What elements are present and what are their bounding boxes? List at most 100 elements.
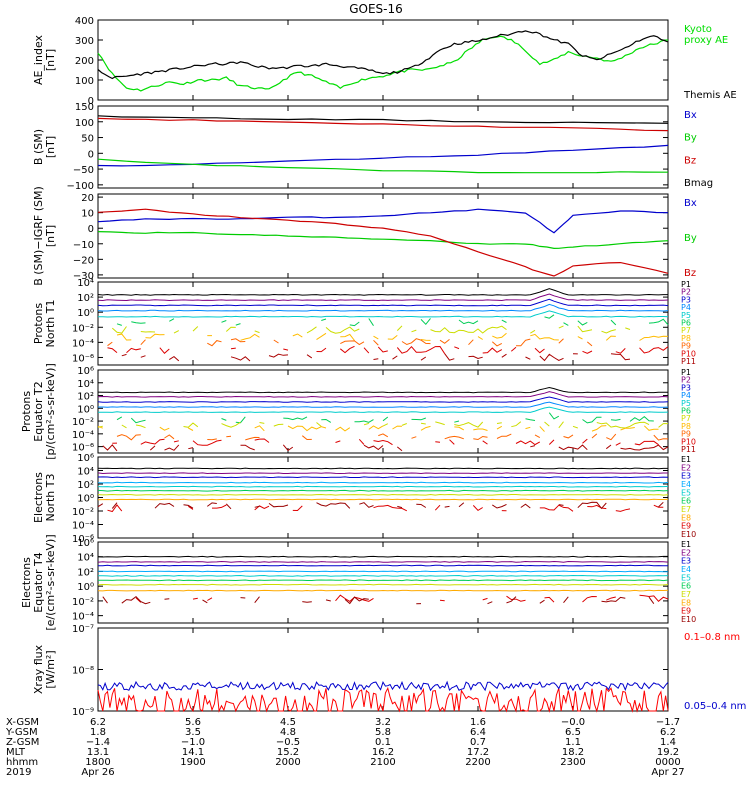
legend-4-7: P8: [681, 422, 691, 431]
series-5-5: [97, 489, 669, 492]
series-4-5: [117, 413, 668, 423]
panel-5-ytick: 10²: [77, 480, 94, 491]
panel-6-ylabel: Equator T4: [32, 552, 45, 612]
xaxis-value: 2000: [275, 757, 300, 768]
panel-2-ylabel: [nT]: [44, 225, 57, 247]
xaxis-value: −1.4: [86, 737, 110, 748]
series-5-2: [97, 476, 669, 479]
panel-5: 10⁶ 10⁴ 10² 10⁰ 10⁻² 10⁻⁴ 10⁻⁶ Electrons North T…: [32, 453, 696, 545]
series-4-10: [102, 444, 669, 452]
xaxis-row-label: 2019: [6, 767, 31, 778]
legend-4-9: P10: [681, 437, 696, 446]
panel-3-ytick: 10²: [77, 293, 94, 304]
series-3-2: [97, 298, 669, 307]
legend-3-0: P1: [681, 280, 691, 289]
legend-7-1: 0.05–0.4 nm: [684, 701, 746, 712]
panel-4-ytick: 10⁻⁴: [72, 430, 94, 441]
panel-4-ylabel: Equator T2: [32, 381, 45, 441]
panel-0-ytick: 400: [75, 16, 94, 27]
panel-5-ytick: 10⁴: [77, 467, 94, 478]
legend-6-8: E9: [681, 607, 691, 616]
legend-4-2: P3: [681, 383, 691, 392]
legend-6-2: E3: [681, 557, 691, 566]
series-5-0: [97, 467, 668, 470]
panel-4-ytick: 10⁰: [77, 404, 94, 415]
series-6-9: [102, 596, 655, 605]
panel-7-ylabel: Xray flux: [32, 644, 45, 694]
panel-6-ylabel: Electrons: [20, 557, 33, 608]
legend-5-6: E7: [681, 505, 691, 514]
panel-1: −100 −50 0 50 100 150 B (SM) [nT] Bx By Bz Bmag: [32, 102, 713, 192]
xaxis-value: 4.5: [280, 717, 296, 728]
xaxis-value: 18.2: [562, 747, 584, 758]
panel-2-ylabel: B (SM)−IGRF (SM): [32, 186, 45, 286]
panel-3: 10⁴ 10² 10⁰ 10⁻² 10⁻⁴ 10⁻⁶ Protons North T1 P1P2…: [32, 278, 696, 366]
legend-6-7: E8: [681, 598, 691, 607]
legend-4-6: P7: [681, 414, 691, 423]
legend-3-1: P2: [681, 288, 691, 297]
series-0-1: [97, 30, 669, 80]
panel-1-ytick: 100: [75, 118, 94, 129]
series-2-1: [97, 231, 669, 250]
panel-1-ytick: 150: [75, 102, 94, 113]
series-3-0: [97, 288, 668, 296]
panel-3-ytick: 10⁻²: [72, 323, 94, 334]
series-3-7: [116, 332, 669, 341]
panel-1-ytick: 0: [88, 149, 94, 160]
panel-2-ytick: −30: [73, 271, 94, 282]
legend-0-1: Themis AE: [683, 90, 737, 101]
panel-6-ytick: 10⁴: [77, 553, 94, 564]
panel-2-ytick: −10: [73, 240, 94, 251]
xaxis-value: 6.5: [565, 727, 581, 738]
legend-6-4: E5: [681, 573, 691, 582]
legend-7-0: 0.1–0.8 nm: [684, 632, 740, 643]
series-1-2: [97, 117, 669, 132]
legend-5-5: E6: [681, 497, 691, 506]
xaxis-value: 2300: [560, 757, 585, 768]
panel-0-ylabel: AE_index: [32, 34, 45, 85]
legend-4-3: P4: [681, 391, 691, 400]
legend-3-7: P8: [681, 334, 691, 343]
panel-4-ytick: 10⁻⁶: [72, 443, 94, 454]
panel-4-ytick: 10²: [77, 392, 94, 403]
panel-2-ytick: 10: [81, 209, 94, 220]
panel-6-frame: [97, 541, 669, 624]
panel-7: 10⁻⁷ 10⁻⁸ 10⁻⁹ Xray flux [W/m²] 0.1–0.8 nm 0.0…: [32, 624, 746, 718]
legend-5-1: E2: [681, 463, 691, 472]
xaxis-value: 17.2: [467, 747, 489, 758]
legend-2-2: Bz: [684, 268, 696, 279]
legend-0-0: Kyoto: [684, 24, 712, 35]
panel-1-frame: [97, 105, 669, 189]
panel-5-ylabel: Electrons: [32, 472, 45, 523]
panel-0-ytick: 300: [75, 36, 94, 47]
legend-6-1: E2: [681, 548, 691, 557]
xaxis-value: 5.6: [185, 717, 201, 728]
xaxis-row-label: Y-GSM: [5, 727, 38, 738]
series-4-9: [112, 439, 668, 445]
series-1-3: [97, 115, 669, 124]
xaxis-value: −0.5: [276, 737, 300, 748]
series-2-0: [97, 208, 669, 234]
series-4-4: [97, 406, 669, 413]
legend-6-0: E1: [681, 540, 691, 549]
x-axis-table: X-GSM 6.2 5.6 4.5 3.2 1.6 −0.0 −1.7 Y-GSM 1.8 3.5 4…: [5, 717, 685, 778]
panel-5-ytick: 10⁶: [77, 453, 94, 464]
xaxis-value: 16.2: [372, 747, 394, 758]
series-6-5: [98, 579, 669, 582]
legend-5-2: E3: [681, 472, 691, 481]
series-3-8: [108, 339, 659, 346]
legend-6-6: E7: [681, 590, 691, 599]
panel-0-ytick: 100: [75, 76, 94, 87]
panel-0-frame: [97, 19, 669, 101]
panel-6-ytick: 10⁰: [77, 582, 94, 593]
panel-6-ylabel: [e/(cm²-s-sr-keV)]: [44, 534, 57, 630]
panel-3-ylabel: North T1: [44, 300, 57, 348]
series-4-0: [97, 386, 669, 394]
legend-1-1: By: [684, 133, 697, 144]
panel-6-ytick: 10²: [77, 567, 94, 578]
legend-1-0: Bx: [684, 110, 697, 121]
series-5-6: [97, 493, 669, 496]
series-6-7: [97, 589, 669, 592]
panel-5-ytick: 10⁻⁶: [72, 534, 94, 545]
